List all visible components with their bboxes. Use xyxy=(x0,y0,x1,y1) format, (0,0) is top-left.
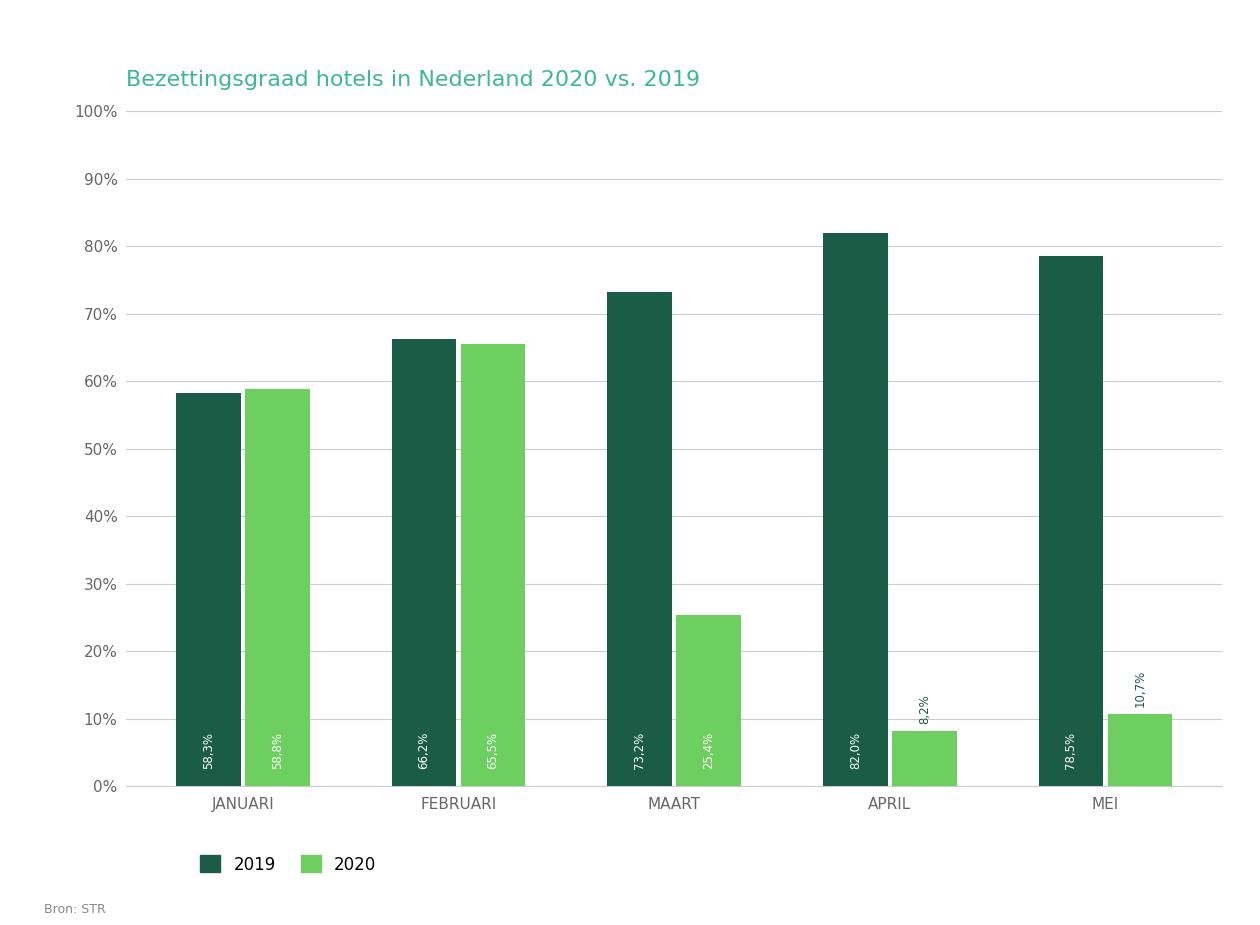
Bar xyxy=(176,392,241,786)
Bar xyxy=(607,292,672,786)
Bar xyxy=(892,731,956,786)
Text: 25,4%: 25,4% xyxy=(702,732,716,770)
Bar xyxy=(1038,256,1104,786)
Text: Bron: STR: Bron: STR xyxy=(44,903,106,916)
Legend: 2019, 2020: 2019, 2020 xyxy=(200,856,377,873)
Bar xyxy=(244,389,310,786)
Bar xyxy=(823,232,887,786)
Text: 58,3%: 58,3% xyxy=(202,733,214,770)
Text: 10,7%: 10,7% xyxy=(1134,670,1147,708)
Text: 66,2%: 66,2% xyxy=(417,732,431,770)
Bar xyxy=(461,344,525,786)
Text: 82,0%: 82,0% xyxy=(849,733,862,770)
Bar xyxy=(1108,714,1172,786)
Text: 58,8%: 58,8% xyxy=(271,733,284,770)
Text: 78,5%: 78,5% xyxy=(1065,733,1077,770)
Text: Bezettingsgraad hotels in Nederland 2020 vs. 2019: Bezettingsgraad hotels in Nederland 2020… xyxy=(126,70,701,90)
Bar xyxy=(677,615,741,786)
Bar xyxy=(392,339,456,786)
Text: 65,5%: 65,5% xyxy=(486,733,499,770)
Text: 8,2%: 8,2% xyxy=(917,695,931,724)
Text: 73,2%: 73,2% xyxy=(633,732,646,770)
